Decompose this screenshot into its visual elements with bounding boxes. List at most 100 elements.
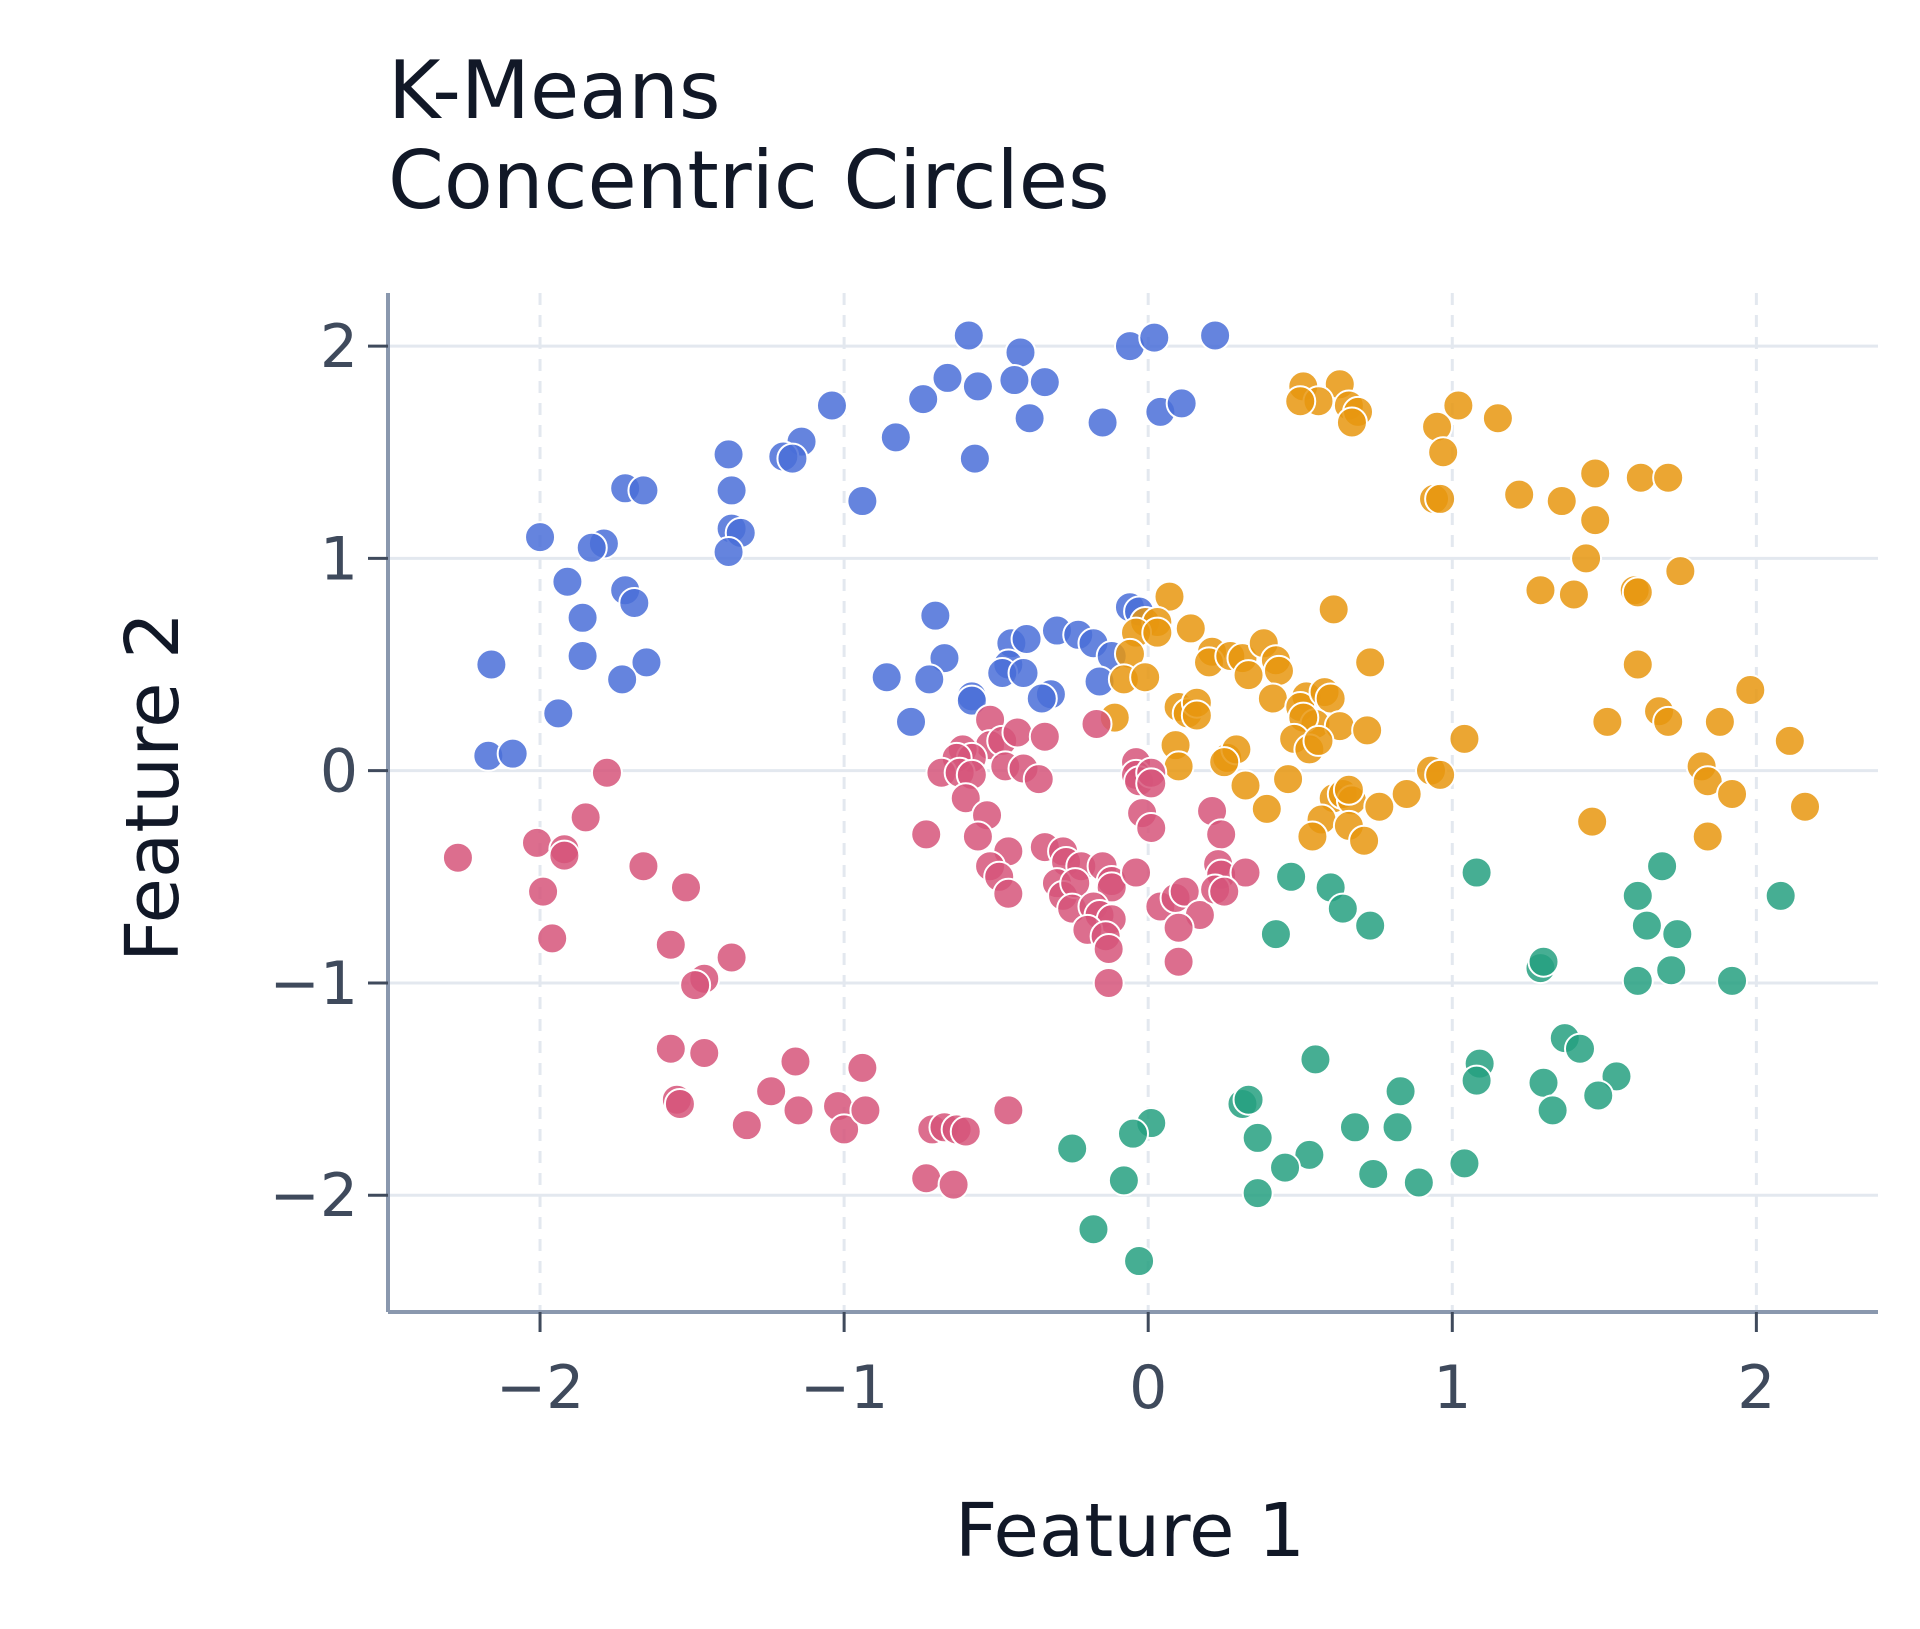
y-tick-label: 2 (320, 312, 358, 382)
data-point (548, 839, 581, 872)
chart-title-line-2: Concentric Circles (388, 134, 1110, 227)
data-point (1129, 661, 1162, 694)
data-point (1162, 911, 1195, 944)
cluster-3-points (441, 703, 1262, 1201)
data-point (441, 841, 474, 874)
data-point (1734, 673, 1767, 706)
data-point (1022, 763, 1055, 796)
data-point (1621, 648, 1654, 681)
data-point (1326, 892, 1359, 925)
y-tick-label: −1 (270, 949, 358, 1019)
data-point (1001, 716, 1034, 749)
data-point (1153, 580, 1186, 613)
data-point (1250, 792, 1283, 825)
data-point (1354, 646, 1387, 679)
data-point (521, 826, 553, 859)
data-point (1317, 593, 1350, 626)
data-point (1764, 879, 1797, 912)
data-point (1262, 654, 1295, 687)
data-point (961, 820, 994, 853)
data-point (654, 1032, 687, 1065)
data-point (1180, 699, 1213, 732)
data-point (715, 941, 748, 974)
data-point (1174, 612, 1207, 645)
data-point (958, 442, 991, 475)
data-point (715, 474, 748, 507)
data-point (670, 871, 702, 904)
x-tick-label: 2 (1737, 1353, 1775, 1423)
data-point (1579, 457, 1612, 490)
chart-title: K-Means Concentric Circles (388, 44, 1110, 227)
data-point (1141, 616, 1174, 649)
data-point (1299, 1043, 1332, 1076)
data-point (1120, 856, 1153, 889)
data-point (1655, 954, 1688, 987)
data-point (1621, 576, 1654, 609)
data-point (1348, 824, 1381, 857)
data-point (895, 705, 928, 738)
data-point (1138, 321, 1171, 354)
data-point (1448, 722, 1481, 755)
data-point (1545, 485, 1578, 518)
data-point (949, 782, 982, 815)
y-tick-label: 0 (320, 737, 358, 807)
data-point (1527, 945, 1560, 978)
data-point (1332, 773, 1365, 806)
data-point (1013, 402, 1046, 435)
data-point (575, 531, 608, 564)
data-point (952, 319, 985, 352)
data-point (1302, 724, 1335, 757)
data-point (1691, 820, 1724, 853)
data-point (919, 599, 952, 632)
data-point (1384, 1075, 1417, 1108)
data-point (1789, 790, 1822, 823)
data-point (627, 474, 660, 507)
data-point (627, 850, 660, 883)
data-point (1460, 856, 1493, 889)
data-point (1232, 659, 1265, 692)
data-point (1135, 767, 1168, 800)
x-axis-label: Feature 1 (955, 1488, 1305, 1574)
data-point (1442, 389, 1475, 422)
data-point (1162, 750, 1195, 783)
data-point (1025, 682, 1058, 715)
data-point (1381, 1111, 1414, 1144)
cluster-2-points (1098, 368, 1822, 857)
data-point (1557, 578, 1590, 611)
data-point (1402, 1166, 1435, 1199)
data-point (1427, 436, 1460, 469)
y-axis-label: Feature 2 (110, 612, 196, 962)
data-points (441, 319, 1822, 1278)
data-point (654, 928, 687, 961)
data-point (1004, 336, 1037, 369)
data-point (931, 361, 964, 394)
data-point (1086, 406, 1119, 439)
data-point (663, 1087, 696, 1120)
axes (386, 293, 1878, 1314)
data-point (1716, 778, 1749, 811)
data-point (1621, 964, 1654, 997)
data-point (1092, 966, 1125, 999)
x-tick-label: 0 (1129, 1353, 1167, 1423)
data-point (1241, 1177, 1274, 1210)
data-point (1208, 746, 1241, 779)
data-point (1527, 1066, 1560, 1099)
data-point (1390, 778, 1423, 811)
data-point (1363, 790, 1396, 823)
data-point (590, 756, 623, 789)
data-point (1028, 366, 1061, 399)
data-point (949, 1115, 982, 1148)
data-point (1448, 1147, 1481, 1180)
data-point (913, 663, 946, 696)
data-point (1582, 1079, 1615, 1112)
data-point (1229, 769, 1262, 802)
data-point (998, 364, 1031, 397)
data-point (1351, 714, 1384, 747)
data-point (1624, 461, 1657, 494)
data-point (1056, 1132, 1089, 1165)
data-point (1107, 1164, 1140, 1197)
data-point (879, 421, 912, 454)
data-point (688, 1037, 721, 1070)
data-point (1199, 319, 1232, 352)
